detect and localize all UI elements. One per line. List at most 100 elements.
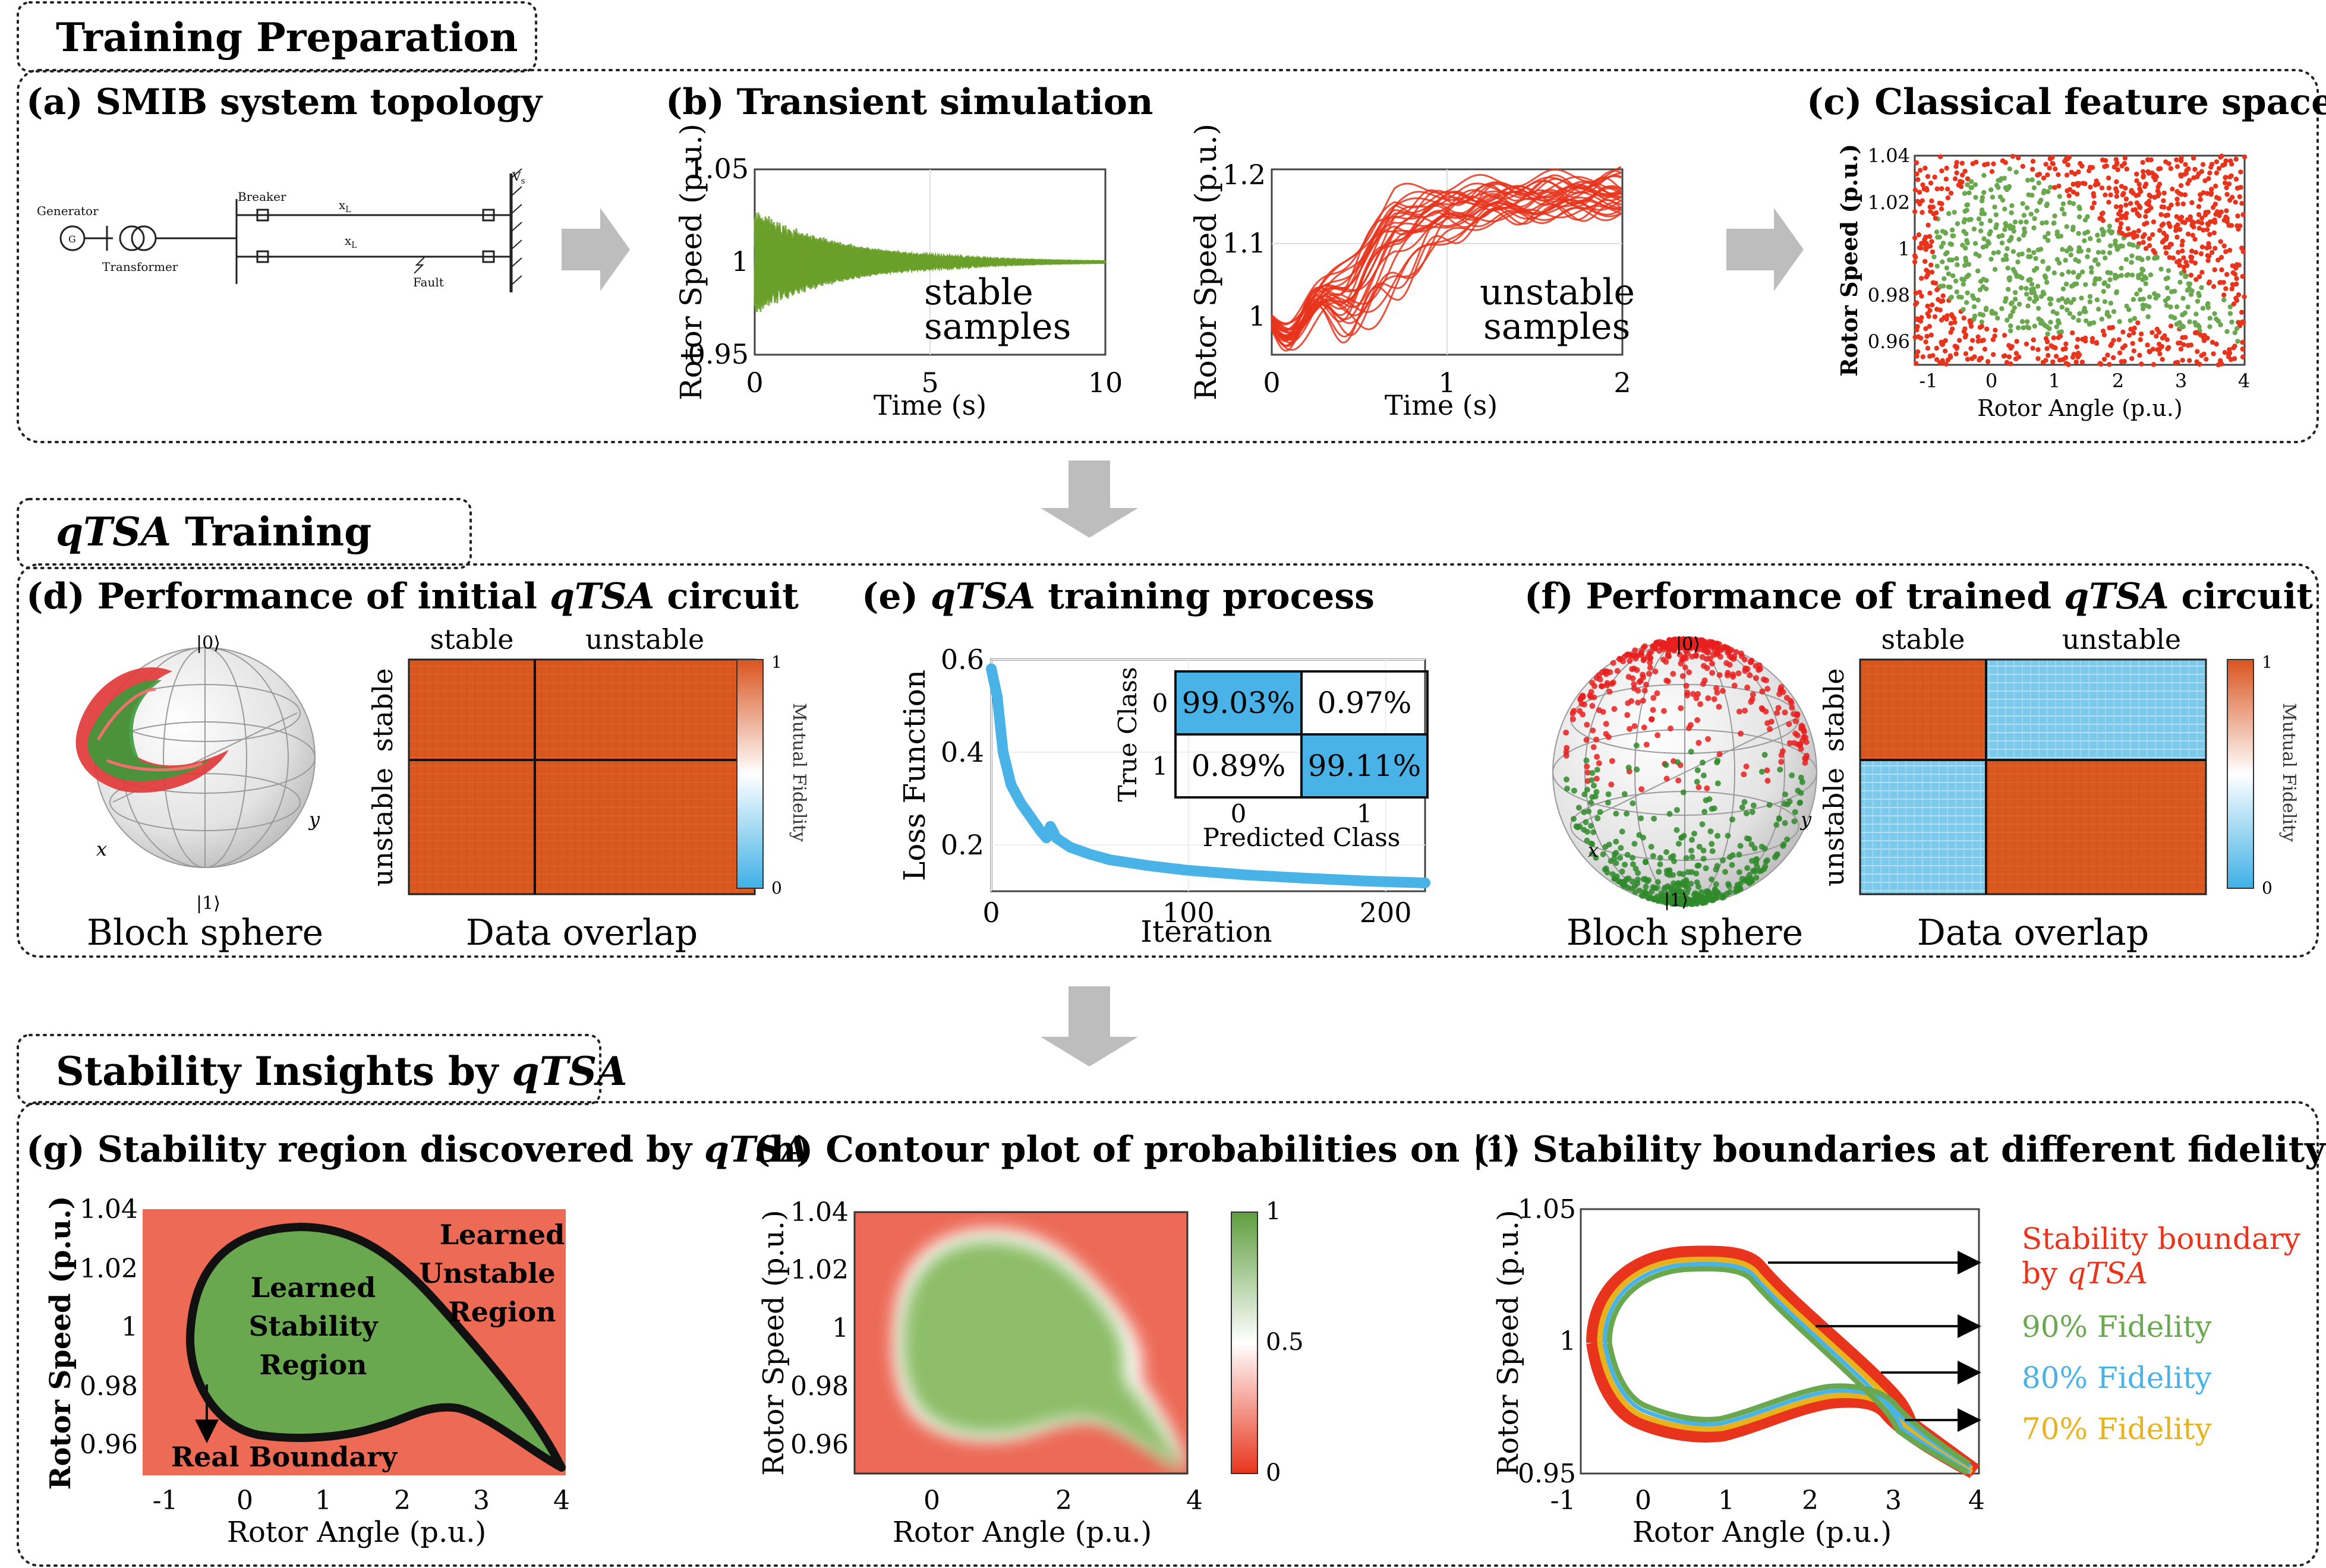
state-point-stable <box>1701 772 1707 779</box>
unstable-point <box>2156 166 2161 172</box>
state-point-unstable <box>1779 748 1786 755</box>
state-point-stable <box>1694 767 1701 774</box>
state-point-stable <box>1709 876 1715 883</box>
state-point-unstable <box>1704 785 1710 791</box>
unstable-point <box>1985 359 1991 364</box>
unstable-point <box>2196 226 2202 231</box>
unstable-point <box>2173 360 2179 365</box>
stable-point <box>1971 226 1977 232</box>
unstable-point <box>1934 307 1940 312</box>
state-point-unstable <box>1742 665 1748 671</box>
unstable-point <box>1961 316 1966 321</box>
unstable-point <box>2221 292 2227 298</box>
real-boundary-label: Real Boundary <box>171 1441 398 1473</box>
stable-point <box>2026 192 2031 197</box>
state-point-unstable <box>1742 708 1748 714</box>
stable-point <box>2037 200 2043 205</box>
state-point-stable <box>1683 855 1690 862</box>
unstable-point <box>2114 194 2119 199</box>
unstable-point <box>2157 342 2162 347</box>
unstable-point <box>2193 277 2199 282</box>
state-point-stable <box>1773 822 1780 828</box>
stable-samples-series <box>754 212 1107 313</box>
unstable-point <box>2016 354 2022 359</box>
stable-point <box>2174 304 2180 310</box>
unstable-point <box>1991 161 1996 166</box>
stable-point <box>1962 263 1968 268</box>
arrow-prep-to-train <box>1041 460 1138 538</box>
state-point-stable <box>1590 829 1597 835</box>
stable-point <box>2048 320 2053 325</box>
state-point-unstable <box>1705 736 1711 742</box>
state-point-stable <box>1734 882 1741 888</box>
stable-point <box>1940 259 1945 264</box>
unstable-point <box>2239 310 2245 315</box>
stable-point <box>1984 244 1989 249</box>
unstable-point <box>2192 260 2198 266</box>
unstable-point <box>2178 346 2184 352</box>
unstable-point <box>2162 333 2167 339</box>
unstable-point <box>2089 205 2095 210</box>
state-point-stable <box>1625 764 1632 771</box>
stable-point <box>1979 221 1984 226</box>
state-point-unstable <box>1670 671 1676 677</box>
unstable-point <box>2197 361 2202 367</box>
state-point-unstable <box>1675 777 1682 784</box>
state-point-stable <box>1637 887 1643 894</box>
unstable-point <box>2074 191 2080 197</box>
stable-point <box>2024 205 2030 210</box>
unstable-point <box>2106 185 2111 191</box>
state-point-stable <box>1588 800 1594 806</box>
state-point-unstable <box>1789 704 1795 711</box>
stable-point <box>2007 238 2012 244</box>
state-point-stable <box>1714 780 1721 787</box>
unstable-point <box>2196 212 2202 217</box>
unstable-point <box>2239 245 2245 251</box>
stable-point <box>2076 318 2081 323</box>
state-point-stable <box>1594 815 1601 822</box>
stable-point <box>2025 178 2031 183</box>
state-point-unstable <box>1705 695 1712 702</box>
unstable-point <box>2050 154 2055 160</box>
unstable-point <box>2165 346 2170 352</box>
unstable-point <box>2117 350 2123 356</box>
unstable-point <box>2189 200 2195 206</box>
unstable-point <box>1970 161 1975 166</box>
unstable-point <box>1929 198 1934 204</box>
unstable-point <box>2236 292 2242 298</box>
overlap-trained-row-unstable: unstable <box>1818 768 1850 886</box>
unstable-point <box>2148 194 2154 199</box>
state-point-unstable <box>1563 730 1569 736</box>
unstable-point <box>2111 337 2116 343</box>
stable-point <box>2062 211 2067 217</box>
stable-point <box>1966 190 1972 195</box>
state-point-unstable <box>1593 775 1600 782</box>
unstable-point <box>2179 192 2184 197</box>
state-point-stable <box>1749 878 1755 884</box>
state-point-stable <box>1729 852 1736 859</box>
unstable-point <box>2108 192 2113 198</box>
state-point-stable <box>1691 831 1697 837</box>
unstable-point <box>1912 187 1918 193</box>
stable-point <box>2020 201 2025 206</box>
stable-point <box>2004 317 2010 323</box>
state-point-stable <box>1581 809 1587 815</box>
unstable-point <box>2170 255 2176 261</box>
unstable-point <box>2221 280 2226 285</box>
unstable-point <box>2205 227 2210 232</box>
unstable-point <box>2174 157 2179 163</box>
stable-point <box>2073 257 2078 263</box>
stable-point <box>2026 248 2032 253</box>
state-point-unstable <box>1660 708 1667 714</box>
unstable-point <box>1954 160 1959 165</box>
unstable-sample-line <box>1271 197 1622 335</box>
unstable-point <box>2240 346 2245 352</box>
stable-point <box>1972 241 1978 246</box>
state-point-unstable <box>1665 646 1672 653</box>
stable-point <box>2212 311 2217 317</box>
overlap-trained-col-stable: stable <box>1881 623 1965 655</box>
state-point-stable <box>1799 779 1805 785</box>
unstable-point <box>2180 248 2185 254</box>
state-point-unstable <box>1700 647 1707 654</box>
loss-xtick-1: 0 <box>982 897 1000 929</box>
